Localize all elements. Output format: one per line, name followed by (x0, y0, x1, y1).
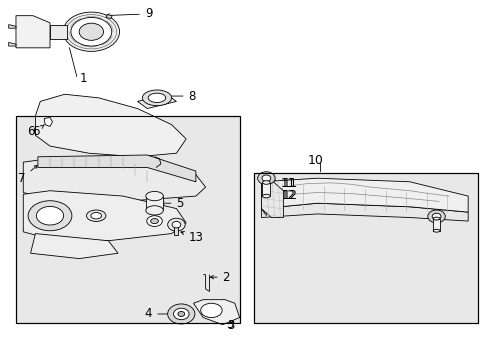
Text: 3: 3 (225, 318, 233, 331)
Polygon shape (106, 15, 112, 18)
Bar (262, 183, 270, 196)
Ellipse shape (172, 221, 181, 228)
Ellipse shape (178, 311, 184, 316)
Polygon shape (50, 24, 67, 39)
Ellipse shape (91, 212, 102, 219)
Polygon shape (137, 94, 176, 109)
Text: 1: 1 (79, 72, 86, 85)
Bar (16, 116, 239, 323)
Bar (145, 196, 163, 210)
Polygon shape (9, 42, 16, 46)
Polygon shape (16, 16, 50, 48)
Text: 13: 13 (181, 231, 203, 244)
Bar (174, 227, 178, 235)
Ellipse shape (262, 175, 270, 181)
Ellipse shape (167, 304, 195, 324)
Bar (432, 219, 439, 231)
Ellipse shape (257, 172, 275, 185)
Text: 6: 6 (27, 125, 34, 138)
Text: 2: 2 (210, 271, 230, 284)
Polygon shape (38, 155, 196, 182)
Ellipse shape (145, 206, 163, 215)
Ellipse shape (167, 218, 185, 231)
Polygon shape (9, 24, 16, 28)
Polygon shape (23, 191, 186, 241)
Text: 12: 12 (269, 189, 295, 202)
Text: 11: 11 (282, 177, 297, 190)
Ellipse shape (146, 216, 162, 226)
Text: 12: 12 (282, 189, 297, 202)
Ellipse shape (262, 194, 270, 198)
Text: 11: 11 (269, 177, 295, 190)
Ellipse shape (262, 181, 270, 184)
Ellipse shape (79, 23, 103, 40)
Ellipse shape (173, 308, 189, 320)
Text: 7: 7 (19, 165, 38, 185)
Ellipse shape (150, 219, 158, 224)
Polygon shape (193, 300, 239, 325)
Ellipse shape (148, 93, 165, 103)
Bar (16, 116, 239, 323)
Ellipse shape (142, 90, 171, 106)
Text: 8: 8 (158, 90, 196, 103)
Ellipse shape (431, 213, 440, 220)
Text: 10: 10 (307, 154, 323, 167)
Polygon shape (30, 234, 118, 258)
Text: 6: 6 (32, 125, 44, 138)
Ellipse shape (28, 201, 72, 231)
Polygon shape (44, 117, 52, 126)
Text: 5: 5 (161, 197, 183, 210)
Polygon shape (261, 182, 266, 216)
Ellipse shape (432, 217, 439, 220)
Polygon shape (35, 94, 186, 157)
Bar (254, 173, 477, 323)
Bar (254, 173, 477, 323)
Text: 9: 9 (106, 8, 152, 21)
Ellipse shape (86, 210, 106, 221)
Polygon shape (261, 203, 467, 221)
Ellipse shape (432, 229, 439, 232)
Text: 3: 3 (226, 319, 234, 332)
Ellipse shape (145, 192, 163, 201)
Ellipse shape (201, 303, 222, 318)
Text: 4: 4 (144, 307, 176, 320)
Ellipse shape (36, 206, 63, 225)
Ellipse shape (63, 12, 119, 51)
Polygon shape (261, 178, 467, 212)
Ellipse shape (427, 210, 445, 223)
Ellipse shape (71, 18, 112, 46)
Polygon shape (261, 180, 283, 217)
Polygon shape (23, 158, 205, 202)
